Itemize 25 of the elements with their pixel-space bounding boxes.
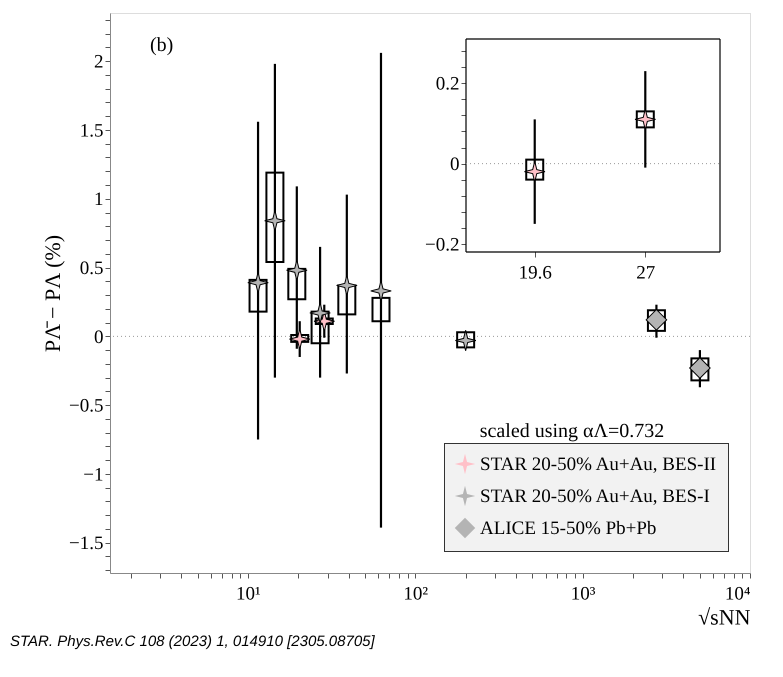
y-tick-label: −0.2 [425,234,460,256]
annotation: (b) [150,34,174,56]
y-tick-label: 2 [94,52,104,73]
x-tick-label: 27 [636,262,656,284]
y-tick-label: 0.2 [436,74,460,95]
legend-label: STAR 20-50% Au+Au, BES-II [480,454,716,475]
annotation: scaled using αΛ=0.732 [480,420,664,442]
y-tick-label: −1 [83,464,104,486]
x-tick-label: 10¹ [236,584,262,604]
y-tick-label: −1.5 [69,533,104,554]
x-axis-title: √sNN [698,604,751,630]
y-tick-label: 1.5 [80,120,104,142]
y-tick-label: 0.5 [80,258,104,280]
y-tick-label: 0 [450,154,460,176]
y-tick-label: 0 [94,326,104,348]
y-axis-title: PΛ̄ − PΛ (%) [40,234,66,352]
x-tick-label: 10² [403,584,428,604]
y-tick-label: 1 [94,189,104,210]
legend-label: ALICE 15-50% Pb+Pb [480,518,656,539]
legend-label: STAR 20-50% Au+Au, BES-I [480,486,710,507]
text: STAR. Phys.Rev.C 108 (2023) 1, 014910 [2305.08705] [10,633,376,650]
x-tick-label: 19.6 [518,262,552,284]
y-tick-label: −0.5 [69,396,104,417]
x-tick-label: 10⁴ [724,584,751,604]
x-tick-label: 10³ [570,584,596,604]
